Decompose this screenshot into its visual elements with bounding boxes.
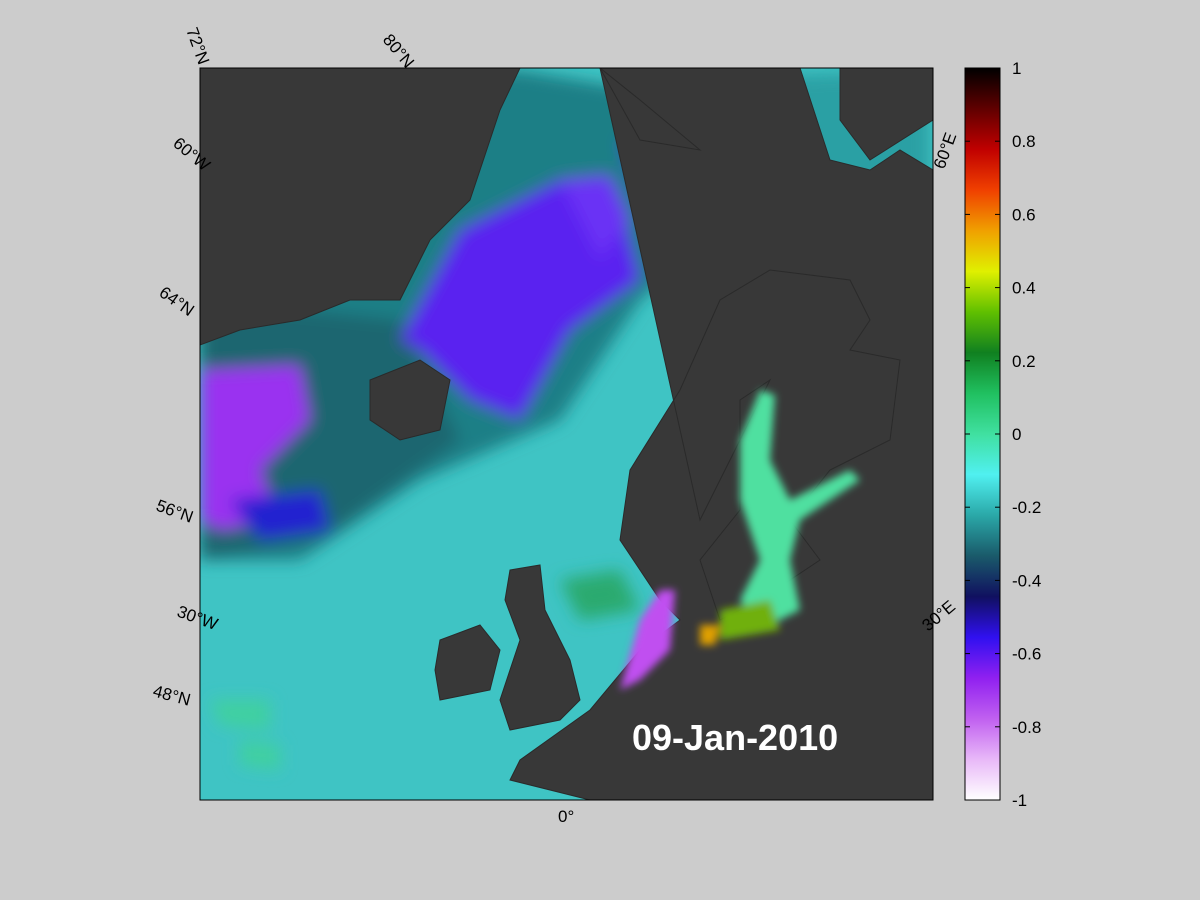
map-frame	[199, 67, 934, 801]
colorbar-tick-label: 0	[1012, 425, 1021, 444]
colorbar-tick-label: -0.2	[1012, 498, 1041, 517]
baltic-field	[620, 390, 860, 690]
colorbar-tick-label: 0.6	[1012, 205, 1036, 224]
map-area	[200, 68, 933, 800]
colorbar-tick-label: 0.2	[1012, 352, 1036, 371]
colorbar-tick-label: -1	[1012, 791, 1027, 810]
colorbar-tick-label: -0.8	[1012, 718, 1041, 737]
colorbar	[964, 67, 1001, 801]
colorbar-tick-label: 1	[1012, 59, 1021, 78]
colorbar-tick-label: 0.8	[1012, 132, 1036, 151]
colorbar-tick-label: 0.4	[1012, 279, 1036, 298]
colorbar-tick-label: -0.4	[1012, 571, 1041, 590]
graticule-label: 0°	[558, 807, 574, 826]
land	[200, 68, 933, 800]
colorbar-tick-label: -0.6	[1012, 645, 1041, 664]
date-label: 09-Jan-2010	[632, 717, 838, 758]
colorbar-ticks: -1 -0.8 -0.6 -0.4 -0.2 0 0.2 0.4 0.6 0.8 1	[965, 59, 1041, 810]
